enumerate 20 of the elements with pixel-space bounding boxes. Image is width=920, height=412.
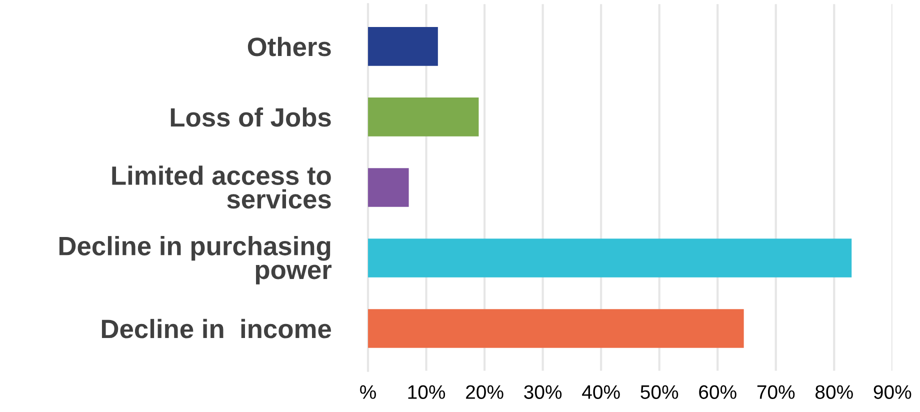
x-tick-label: 50% [640, 385, 678, 399]
bar [368, 309, 744, 348]
bar [368, 98, 479, 136]
x-tick-label: 90% [874, 385, 912, 399]
bar [368, 168, 409, 207]
x-tick-label: 70% [757, 385, 795, 399]
y-tick-label: Others [248, 36, 331, 56]
y-tick-label: Decline in purchasing power [59, 236, 332, 284]
bar [368, 27, 438, 66]
x-tick-label: 80% [816, 385, 853, 399]
bar [368, 238, 852, 278]
x-tick-label: 10% [408, 385, 446, 399]
y-tick-label: Limited access to services [112, 166, 331, 209]
x-tick-label: 20% [466, 385, 504, 399]
y-tick-label: Loss of Jobs [170, 107, 331, 127]
x-tick-label: 60% [699, 385, 736, 399]
x-tick-label: 30% [524, 385, 562, 399]
y-tick-label: Decline in income [102, 318, 332, 338]
x-tick-label: 40% [582, 385, 620, 399]
x-tick-label: % [360, 385, 376, 399]
